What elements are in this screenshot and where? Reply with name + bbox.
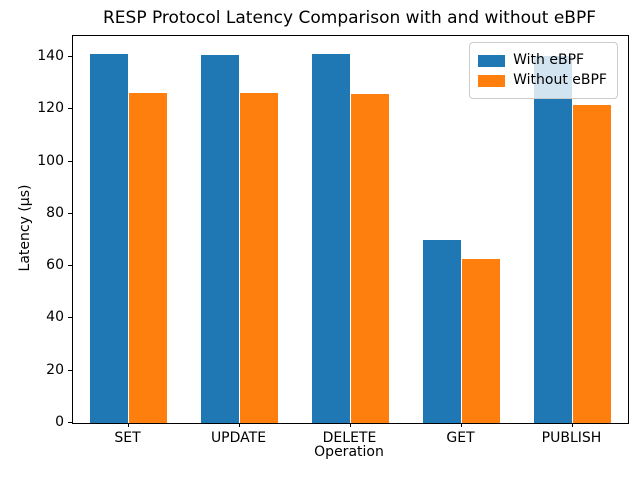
x-tick-mark [460, 423, 462, 427]
legend-swatch [478, 74, 506, 87]
legend-swatch [478, 54, 506, 67]
x-tick-label: DELETE [322, 430, 377, 446]
bar-publish-without-ebpf [572, 104, 612, 423]
legend-item: With eBPF [478, 52, 607, 69]
legend-item-label: With eBPF [513, 52, 585, 68]
y-tick-label: 80 [46, 204, 64, 221]
y-tick-mark [68, 265, 72, 267]
chart-title: RESP Protocol Latency Comparison with an… [102, 8, 597, 28]
x-tick-label: PUBLISH [541, 430, 602, 446]
bar-set-without-ebpf [128, 93, 168, 423]
legend: With eBPF Without eBPF [469, 42, 618, 99]
y-tick-label: 60 [46, 257, 64, 274]
y-tick-label: 20 [46, 361, 64, 378]
x-tick-label: GET [446, 430, 475, 446]
bar-publish-with-ebpf [533, 55, 573, 423]
y-tick-mark [68, 55, 72, 57]
x-tick-mark [571, 423, 573, 427]
bar-get-without-ebpf [461, 258, 501, 423]
bar-update-without-ebpf [239, 93, 279, 423]
y-tick-mark [68, 317, 72, 319]
x-tick-mark [238, 423, 240, 427]
legend-item: Without eBPF [478, 72, 607, 89]
y-tick-label: 40 [46, 309, 64, 326]
x-tick-label: UPDATE [210, 430, 267, 446]
bar-delete-without-ebpf [350, 93, 390, 423]
y-tick-label: 120 [37, 100, 64, 117]
y-tick-label: 140 [37, 47, 64, 64]
bar-set-with-ebpf [89, 54, 129, 423]
y-tick-mark [68, 108, 72, 110]
bar-delete-with-ebpf [311, 54, 351, 423]
x-tick-mark [127, 423, 129, 427]
y-tick-mark [68, 212, 72, 214]
y-tick-mark [68, 422, 72, 423]
bar-get-with-ebpf [422, 240, 462, 423]
y-tick-label: 0 [55, 414, 64, 430]
x-axis-label: Operation [314, 444, 384, 460]
plot-area [72, 35, 629, 424]
x-tick-label: SET [114, 430, 141, 446]
x-tick-mark [349, 423, 351, 427]
legend-item-label: Without eBPF [513, 72, 607, 88]
y-tick-label: 100 [37, 152, 64, 169]
y-tick-mark [68, 369, 72, 371]
bar-update-with-ebpf [200, 55, 240, 423]
y-tick-mark [68, 160, 72, 162]
